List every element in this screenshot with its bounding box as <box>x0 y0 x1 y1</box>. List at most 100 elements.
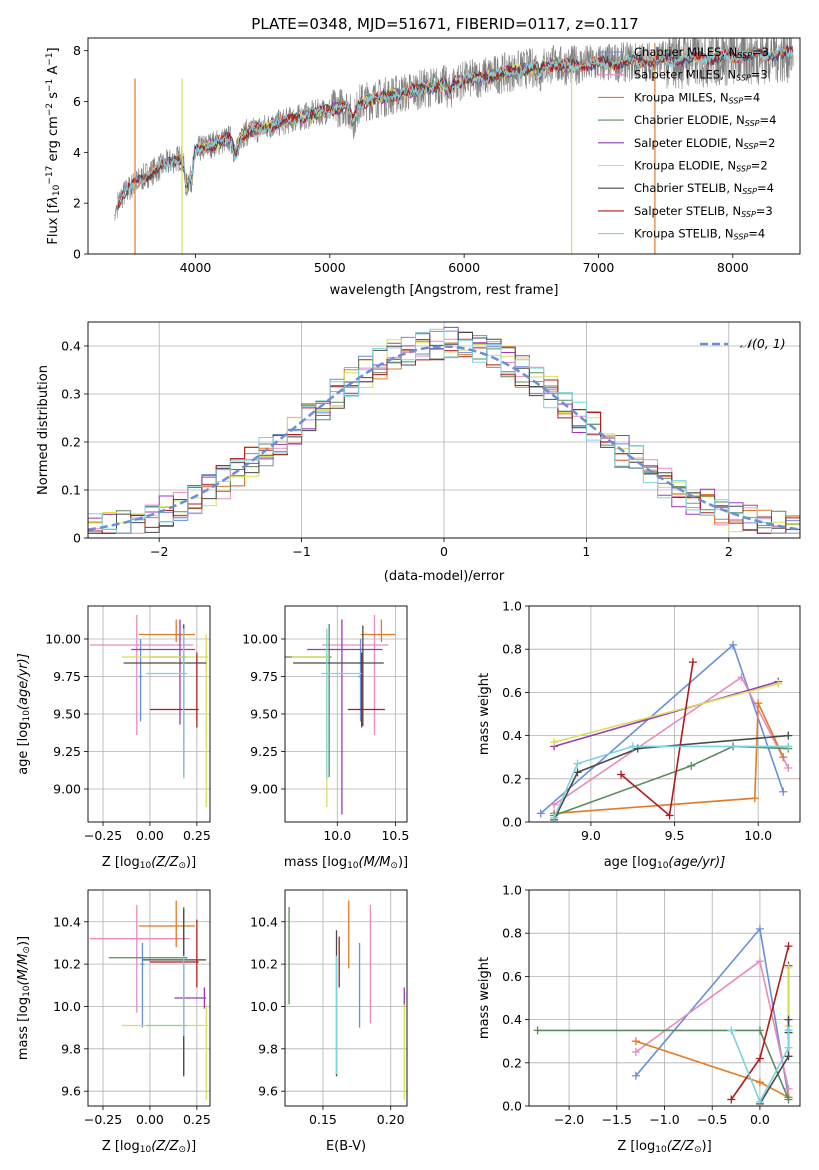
spectrum-model-line <box>181 57 572 193</box>
errorbar-point <box>321 628 362 779</box>
weight-point-marker <box>550 738 559 747</box>
age-vs-mass-xlabel-part: (M/M <box>359 855 391 870</box>
weight-point-marker <box>779 753 788 762</box>
legend-ssp-count: =4 <box>743 90 760 104</box>
age-vs-mass-xtick-label: 10.5 <box>381 828 409 843</box>
mass-vs-Z-xlabel-part: Z [log <box>102 1139 140 1154</box>
weight-point-marker <box>550 813 559 822</box>
weights-vs-Z-xlabel: Z [log10(Z/Z⊙)] <box>617 1139 711 1155</box>
weights-vs-Z-xlabel-part: ⊙ <box>694 1145 702 1155</box>
errorbar-point <box>89 904 190 1013</box>
legend-ssp-sub: SSP <box>729 96 744 105</box>
weight-point-marker <box>755 1026 764 1035</box>
residuals-frame <box>87 321 801 539</box>
legend-ssp-sub: SSP <box>734 233 749 242</box>
age-vs-Z-xlabel-part: 10 <box>140 861 152 871</box>
mass-vs-ebv-ytick-label: 10.2 <box>250 957 278 972</box>
weights-vs-Z-xtick-label: −0.5 <box>697 1112 727 1127</box>
weights-vs-Z-ytick-label: 1.0 <box>502 883 522 898</box>
legend-series-name: Chabrier MILES, N <box>634 45 737 59</box>
age-vs-Z-xlabel-part: Z [log <box>102 855 140 870</box>
weights-vs-age-ylabel: mass weight <box>477 673 492 755</box>
age-vs-mass-ytick-label: 9.75 <box>250 669 278 684</box>
errorbar-point <box>123 625 207 776</box>
legend-ssp-count: =4 <box>748 227 765 241</box>
spectrum-ylabel-part: ] <box>46 47 61 52</box>
weight-point-marker <box>784 1052 793 1061</box>
mass-vs-Z-xlabel-part: (Z/Z <box>151 1139 179 1154</box>
spectrum-xtick-label: 4000 <box>180 260 212 275</box>
errorbar-point <box>138 900 195 948</box>
legend-entry: Salpeter STELIB, NSSP=3 <box>634 204 773 219</box>
residuals-ytick-label: 0.2 <box>61 435 81 450</box>
legend-entry: Kroupa STELIB, NSSP=4 <box>634 227 765 242</box>
age-vs-Z-xlabel-part: ⊙ <box>178 861 186 871</box>
spectrum-ytick-label: 4 <box>73 145 81 160</box>
legend-ssp-count: =2 <box>751 159 768 173</box>
spectrum-xtick-label: 7000 <box>583 260 615 275</box>
spectrum-ylabel-part: A <box>46 66 61 79</box>
age-vs-Z-ytick-label: 10.00 <box>45 632 81 647</box>
weight-series-line <box>730 1030 790 1104</box>
weight-point-marker <box>631 1048 640 1056</box>
residuals-xlabel: (data-model)/error <box>384 569 505 584</box>
weight-point-marker <box>784 942 793 951</box>
legend-ssp-count: =2 <box>758 136 775 150</box>
age-vs-mass-ytick-label: 10.00 <box>242 632 278 647</box>
mass-vs-Z-xlabel-part: 10 <box>140 1145 152 1155</box>
spectrum-xtick-label: 6000 <box>448 260 480 275</box>
mass-vs-Z-xtick-label: 0.00 <box>136 1112 164 1127</box>
legend-series-name: Kroupa STELIB, N <box>634 227 734 241</box>
weights-vs-Z-xtick-label: 0.0 <box>750 1112 770 1127</box>
spectrum-ytick-label: 2 <box>73 196 81 211</box>
age-vs-mass-ytick-label: 9.50 <box>250 707 278 722</box>
age-vs-mass-xlabel-part: )] <box>398 855 408 870</box>
weight-point-marker <box>536 809 545 818</box>
errorbar-point <box>146 628 188 779</box>
legend-ssp-sub: SSP <box>744 142 759 151</box>
errorbar-point <box>140 942 145 1028</box>
weight-point-marker <box>573 768 582 777</box>
mass-vs-Z-ytick-label: 10.2 <box>53 957 81 972</box>
residuals-ylabel: Normed distribution <box>36 365 51 495</box>
weight-point-marker <box>617 770 626 779</box>
errorbar-point <box>347 652 385 728</box>
mass-vs-Z-xtick-label: −0.25 <box>84 1112 122 1127</box>
weight-point-marker <box>755 1097 764 1106</box>
mass-vs-Z-ytick-label: 9.8 <box>61 1041 81 1056</box>
errorbar-point <box>149 919 199 988</box>
spectrum-frame <box>87 37 801 255</box>
age-vs-Z-ylabel-part: age [log <box>16 722 31 775</box>
age-vs-mass-xlabel: mass [log10(M/M⊙)] <box>284 855 408 871</box>
residual-histogram <box>88 328 800 534</box>
age-vs-Z-ylabel-part: 10 <box>22 710 32 722</box>
weights-vs-Z-ytick-label: 0.0 <box>502 1099 522 1114</box>
age-vs-Z-ytick-label: 9.50 <box>53 707 81 722</box>
errorbar-point <box>149 624 188 777</box>
mass-vs-Z-ylabel: mass [log10(M/M⊙)] <box>16 936 32 1060</box>
legend-ssp-sub: SSP <box>741 210 756 219</box>
spectrum-ylabel-part: −1 <box>45 79 55 92</box>
weight-point-marker <box>784 731 793 740</box>
mass-vs-Z-ylabel-part: 10 <box>22 985 32 997</box>
weight-point-marker <box>727 1095 736 1104</box>
age-vs-Z-xtick-label: −0.25 <box>84 828 122 843</box>
spectrum-ytick-label: 8 <box>73 43 81 58</box>
legend-ssp-count: =4 <box>760 113 777 127</box>
mass-vs-Z-ytick-label: 10.4 <box>53 914 81 929</box>
mass-vs-ebv-plot-area <box>288 900 405 1100</box>
errorbar-point <box>174 987 207 1009</box>
errorbar-point <box>149 652 199 728</box>
weights-vs-Z-xtick-label: −1.0 <box>649 1112 679 1127</box>
age-vs-mass-plot-area <box>285 615 396 815</box>
weight-series-line <box>553 680 779 748</box>
legend-ssp-sub: SSP <box>745 119 760 128</box>
spectrum-ylabel: Flux [fλ10−17 erg cm−2 s−1 A−1] <box>45 47 62 244</box>
residuals-xtick-label: 1 <box>582 544 590 559</box>
weights-vs-Z-xtick-label: −2.0 <box>554 1112 584 1127</box>
weights-vs-Z-xtick-label: −1.5 <box>602 1112 632 1127</box>
legend-ssp-sub: SSP <box>736 165 751 174</box>
errorbar-point <box>138 619 195 642</box>
weight-series-line <box>553 745 789 819</box>
